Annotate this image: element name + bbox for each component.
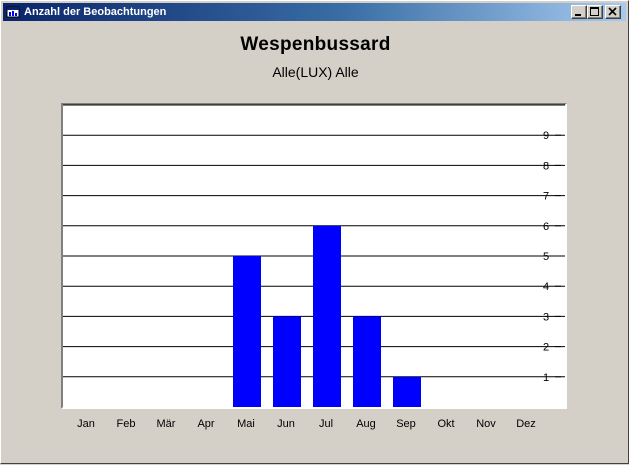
x-tick-label: Sep <box>396 418 416 430</box>
chart-subtitle: Alle(LUX) Alle <box>272 64 359 80</box>
y-tick-label: 4 <box>543 281 549 293</box>
x-tick-label: Apr <box>197 418 214 430</box>
y-tick-label: 5 <box>543 251 549 263</box>
chart-title: Wespenbussard <box>240 34 391 55</box>
y-tick-label: 8 <box>543 160 549 172</box>
bar-Jul <box>313 225 341 407</box>
x-tick-label: Feb <box>117 418 136 430</box>
app-window-icon[interactable] <box>6 5 20 19</box>
close-button[interactable] <box>605 5 621 19</box>
title-bar[interactable]: Anzahl der Beobachtungen <box>3 3 626 21</box>
x-tick-label: Aug <box>356 418 376 430</box>
x-tick-label: Mai <box>237 418 255 430</box>
y-tick-label: 3 <box>543 311 549 323</box>
x-axis-labels: Jan Feb Mär Apr Mai Jun Jul Aug Sep Okt Nov Dez <box>77 418 536 430</box>
y-tick-label: 1 <box>543 372 549 384</box>
x-tick-label: Dez <box>516 418 536 430</box>
x-tick-label: Okt <box>437 418 454 430</box>
x-tick-label: Jan <box>77 418 95 430</box>
window-title: Anzahl der Beobachtungen <box>24 6 167 18</box>
bar-Mai <box>233 256 261 407</box>
y-tick-label: 6 <box>543 221 549 233</box>
x-tick-label: Mär <box>157 418 176 430</box>
x-tick-label: Jul <box>319 418 333 430</box>
bars <box>233 225 421 407</box>
close-icon <box>608 7 617 16</box>
y-tick-label: 7 <box>543 191 549 203</box>
maximize-icon <box>590 7 599 16</box>
minimize-button[interactable] <box>571 5 587 19</box>
x-tick-label: Nov <box>476 418 496 430</box>
bar-Sep <box>393 376 421 407</box>
y-tick-label: 2 <box>543 342 549 354</box>
minimize-icon <box>575 14 581 16</box>
x-tick-label: Jun <box>277 418 295 430</box>
y-tick-label: 9 <box>543 130 549 142</box>
bar-Aug <box>353 316 381 407</box>
bar-Jun <box>273 316 301 407</box>
maximize-button[interactable] <box>587 5 603 19</box>
y-axis-ticks: 1 2 3 4 5 6 7 8 9 <box>543 130 561 384</box>
